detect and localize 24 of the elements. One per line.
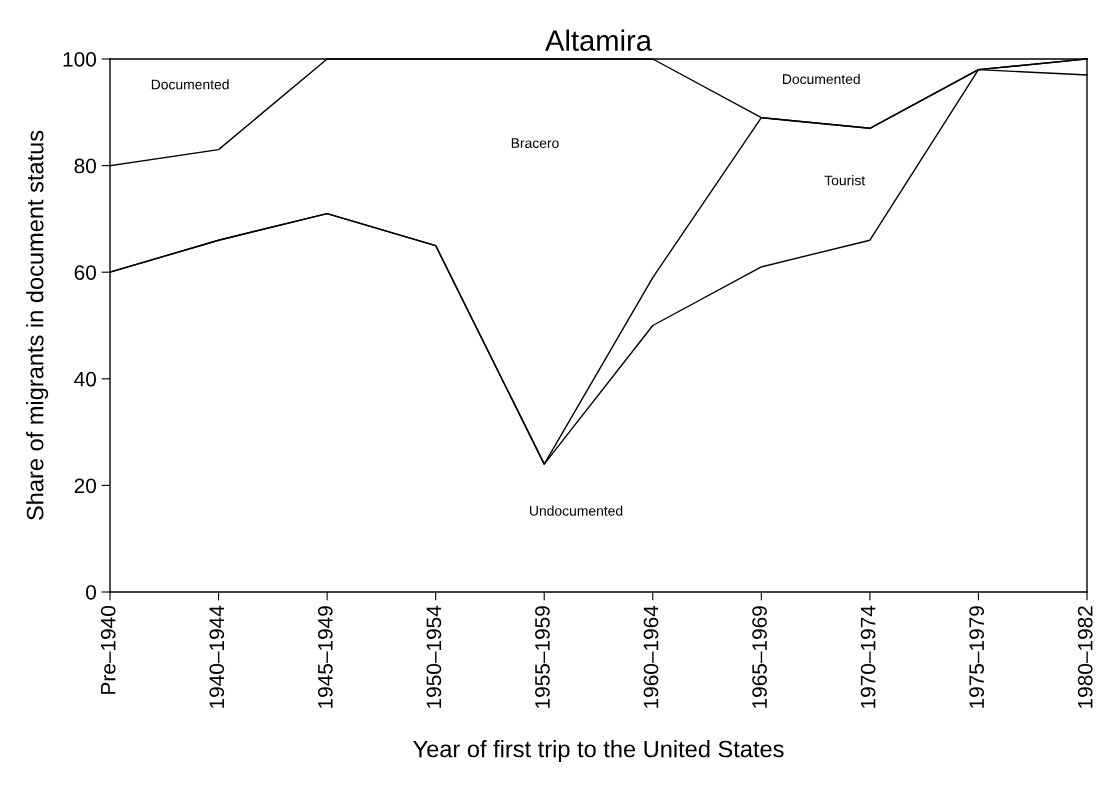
x-tick-label: 1970–1974 [860, 605, 876, 708]
y-tick-label: 40 [74, 371, 96, 387]
x-tick-label: 1980–1982 [1077, 606, 1093, 708]
annotation: Documented [151, 79, 229, 90]
x-tick-label: Pre–1940 [100, 606, 116, 694]
x-tick-label: 1960–1964 [643, 605, 659, 708]
x-tick-label: 1940–1944 [209, 605, 225, 708]
annotation: Documented [783, 73, 860, 85]
y-axis-title: Share of migrants in document status [26, 130, 49, 520]
x-tick-label: 1945–1949 [317, 606, 333, 708]
y-tick-label: 100 [63, 52, 96, 67]
y-tick-label: 80 [74, 158, 96, 174]
annotation: Tourist [824, 175, 866, 186]
chart-title: Altamira [545, 29, 652, 51]
x-tick-label: 1955–1959 [535, 606, 550, 708]
x-tick-label: 1950–1954 [426, 605, 442, 708]
annotation: Bracero [511, 138, 559, 149]
y-tick-label: 20 [74, 478, 96, 494]
x-tick-label: 1965–1969 [752, 606, 767, 708]
x-axis-title: Year of first trip to the United States [413, 740, 784, 763]
x-tick-label: 1975–1979 [969, 606, 985, 708]
y-tick-label: 0 [86, 585, 96, 600]
y-tick-label: 60 [74, 265, 96, 280]
annotation: Undocumented [530, 505, 623, 516]
